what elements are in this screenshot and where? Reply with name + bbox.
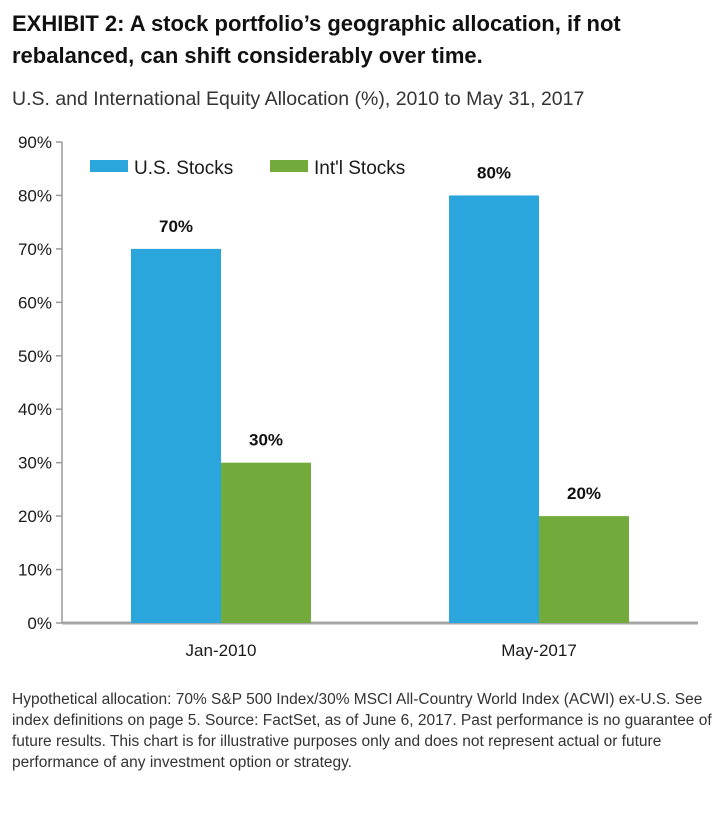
y-tick-label: 40% (18, 400, 52, 419)
y-tick-label: 60% (18, 293, 52, 312)
legend-label: U.S. Stocks (134, 158, 233, 179)
data-label: 20% (567, 484, 601, 503)
x-category-label: Jan-2010 (186, 641, 257, 660)
y-tick-label: 80% (18, 186, 52, 205)
y-tick-label: 30% (18, 454, 52, 473)
exhibit-title: EXHIBIT 2: A stock portfolio’s geographi… (12, 11, 621, 68)
bar-chart: 0% 10% 20% 30% 40% 50% 60% 70% 80% 90% 70% 30% Jan-2… (18, 133, 698, 660)
bar-intl-stocks (221, 462, 311, 623)
data-label: 30% (249, 431, 283, 450)
y-tick-label: 20% (18, 507, 52, 526)
legend-label: Int'l Stocks (314, 158, 405, 179)
y-tick-label: 50% (18, 347, 52, 366)
y-tick-label: 10% (18, 561, 52, 580)
y-tick-label: 0% (27, 614, 52, 633)
chart-title: U.S. and International Equity Allocation… (12, 88, 585, 110)
data-label: 70% (159, 217, 193, 236)
data-label: 80% (477, 163, 511, 182)
bar-us-stocks (449, 195, 539, 623)
footnote: Hypothetical allocation: 70% S&P 500 Ind… (12, 691, 712, 771)
bar-intl-stocks (539, 516, 629, 623)
bar-us-stocks (131, 248, 221, 623)
legend-swatch-intl-stocks (270, 160, 308, 172)
y-tick-label: 90% (18, 133, 52, 152)
y-tick-label: 70% (18, 240, 52, 259)
legend-swatch-us-stocks (90, 160, 128, 172)
x-category-label: May-2017 (501, 641, 577, 660)
